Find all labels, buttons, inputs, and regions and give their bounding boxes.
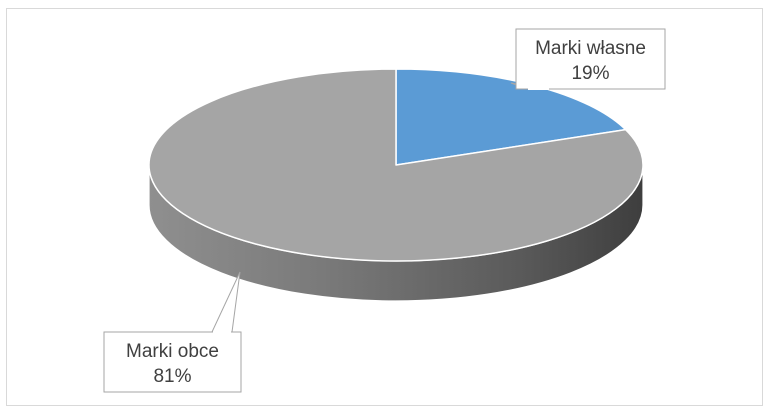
slice-value-marki-obce: 81%	[153, 366, 191, 387]
callout-pointer	[211, 271, 241, 333]
pie-labels: Marki własne 19% Marki obce 81%	[103, 28, 666, 393]
slice-value-marki-wlasne: 19%	[571, 63, 609, 84]
callout-box	[103, 331, 242, 393]
pie-slice-marki-obce	[148, 68, 644, 262]
data-label-marki-obce: Marki obce 81%	[103, 271, 242, 393]
slice-label-marki-wlasne: Marki własne	[535, 38, 646, 59]
pie-chart: Marki własne 19% Marki obce 81%	[103, 28, 666, 393]
data-label-marki-wlasne: Marki własne 19%	[510, 28, 666, 90]
callout-box	[515, 28, 666, 90]
slice-label-marki-obce: Marki obce	[126, 341, 219, 362]
pie-tops	[148, 68, 644, 262]
chart-area: Marki własne 19% Marki obce 81%	[6, 8, 763, 406]
